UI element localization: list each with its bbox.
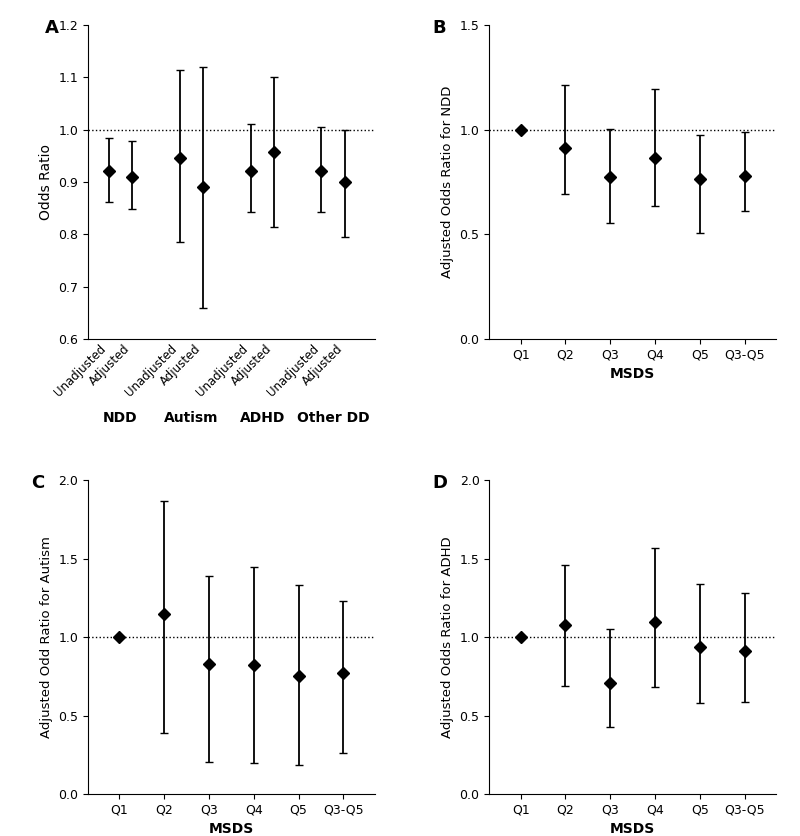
Text: A: A bbox=[45, 18, 59, 37]
Text: Other DD: Other DD bbox=[297, 411, 370, 426]
Text: NDD: NDD bbox=[103, 411, 138, 426]
X-axis label: MSDS: MSDS bbox=[610, 823, 655, 836]
Text: B: B bbox=[432, 18, 446, 37]
Text: ADHD: ADHD bbox=[240, 411, 285, 426]
Y-axis label: Adjusted Odd Ratio for Autism: Adjusted Odd Ratio for Autism bbox=[40, 537, 53, 738]
Y-axis label: Adjusted Odds Ratio for NDD: Adjusted Odds Ratio for NDD bbox=[441, 86, 454, 278]
X-axis label: MSDS: MSDS bbox=[209, 823, 254, 836]
Y-axis label: Adjusted Odds Ratio for ADHD: Adjusted Odds Ratio for ADHD bbox=[441, 537, 454, 738]
Text: C: C bbox=[30, 474, 44, 492]
Y-axis label: Odds Ratio: Odds Ratio bbox=[38, 144, 53, 220]
Text: Autism: Autism bbox=[164, 411, 218, 426]
X-axis label: MSDS: MSDS bbox=[610, 367, 655, 381]
Text: D: D bbox=[432, 474, 447, 492]
